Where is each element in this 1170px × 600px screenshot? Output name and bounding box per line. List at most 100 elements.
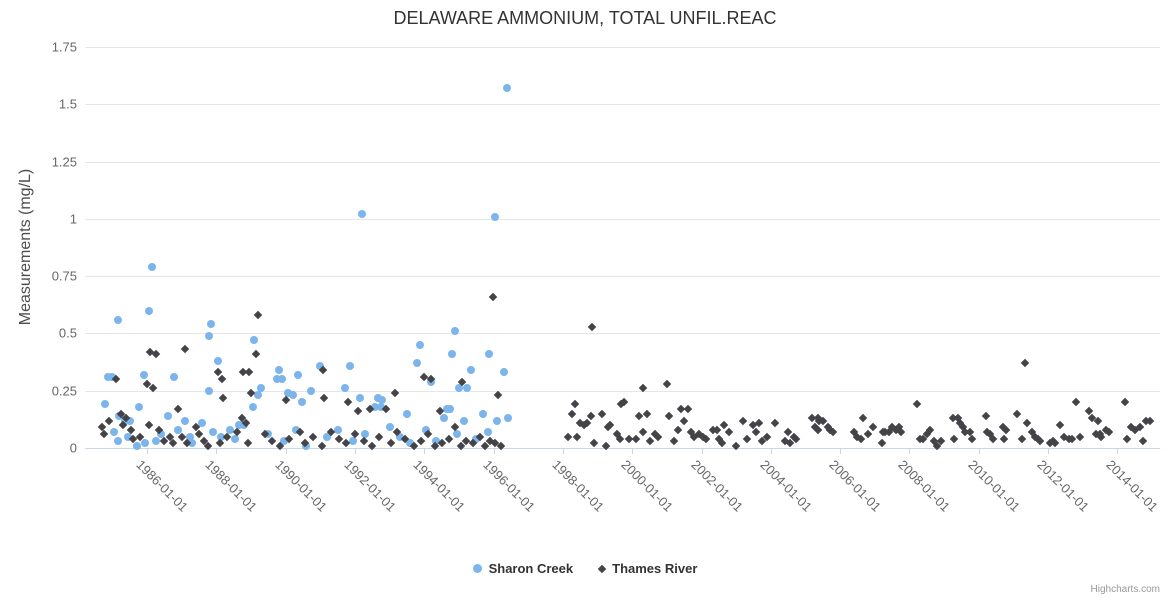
data-point-sharon-creek[interactable] <box>440 414 449 423</box>
data-point-thames-river[interactable] <box>243 439 252 448</box>
data-point-sharon-creek[interactable] <box>460 416 469 425</box>
data-point-thames-river[interactable] <box>423 430 432 439</box>
data-point-sharon-creek[interactable] <box>454 384 463 393</box>
data-point-sharon-creek[interactable] <box>216 432 225 441</box>
data-point-sharon-creek[interactable] <box>231 434 240 443</box>
data-point-sharon-creek[interactable] <box>181 416 190 425</box>
legend-item-thames-river[interactable]: Thames River <box>597 561 697 576</box>
data-point-sharon-creek[interactable] <box>467 366 476 375</box>
data-point-sharon-creek[interactable] <box>346 361 355 370</box>
data-point-sharon-creek[interactable] <box>412 359 421 368</box>
data-point-sharon-creek[interactable] <box>284 389 293 397</box>
data-point-thames-river[interactable] <box>251 349 261 359</box>
data-point-sharon-creek[interactable] <box>503 84 512 93</box>
data-point-thames-river[interactable] <box>343 397 353 407</box>
data-point-sharon-creek[interactable] <box>113 315 122 324</box>
data-point-sharon-creek[interactable] <box>340 384 349 393</box>
data-point-thames-river[interactable] <box>570 400 580 409</box>
data-point-thames-river[interactable] <box>717 439 726 448</box>
data-point-thames-river[interactable] <box>615 434 625 444</box>
data-point-sharon-creek[interactable] <box>294 370 303 379</box>
data-point-sharon-creek[interactable] <box>113 437 122 446</box>
data-point-sharon-creek[interactable] <box>416 340 425 349</box>
data-point-thames-river[interactable] <box>863 430 873 439</box>
data-point-thames-river[interactable] <box>217 375 227 384</box>
data-point-thames-river[interactable] <box>669 436 679 446</box>
data-point-thames-river[interactable] <box>1035 436 1044 446</box>
data-point-sharon-creek[interactable] <box>432 437 441 446</box>
data-point-thames-river[interactable] <box>719 420 728 430</box>
data-point-thames-river[interactable] <box>1122 434 1131 444</box>
data-point-sharon-creek[interactable] <box>485 350 494 359</box>
data-point-thames-river[interactable] <box>1138 436 1148 446</box>
data-point-sharon-creek[interactable] <box>385 423 394 432</box>
data-point-thames-river[interactable] <box>912 400 922 409</box>
data-point-sharon-creek[interactable] <box>205 331 214 340</box>
data-point-sharon-creek[interactable] <box>377 395 386 404</box>
data-point-sharon-creek[interactable] <box>145 306 154 315</box>
data-point-thames-river[interactable] <box>751 427 761 437</box>
data-point-sharon-creek[interactable] <box>214 356 223 365</box>
data-point-sharon-creek[interactable] <box>235 421 244 430</box>
data-point-thames-river[interactable] <box>674 425 683 434</box>
data-point-thames-river[interactable] <box>738 416 748 425</box>
data-point-sharon-creek[interactable] <box>446 405 455 414</box>
data-point-sharon-creek[interactable] <box>248 402 257 411</box>
data-point-sharon-creek[interactable] <box>349 437 358 446</box>
data-point-sharon-creek[interactable] <box>141 439 150 448</box>
data-point-thames-river[interactable] <box>354 407 363 416</box>
data-point-sharon-creek[interactable] <box>292 425 301 434</box>
data-point-sharon-creek[interactable] <box>451 327 460 336</box>
data-point-thames-river[interactable] <box>645 436 654 446</box>
data-point-sharon-creek[interactable] <box>152 437 161 446</box>
data-point-sharon-creek[interactable] <box>453 430 462 439</box>
data-point-thames-river[interactable] <box>664 411 674 421</box>
data-point-thames-river[interactable] <box>702 434 711 444</box>
data-point-thames-river[interactable] <box>1017 434 1027 444</box>
data-point-thames-river[interactable] <box>111 375 121 384</box>
data-point-sharon-creek[interactable] <box>174 425 183 434</box>
data-point-sharon-creek[interactable] <box>205 386 214 395</box>
data-point-sharon-creek[interactable] <box>297 398 306 407</box>
data-point-thames-river[interactable] <box>1105 427 1114 437</box>
data-point-thames-river[interactable] <box>572 432 581 441</box>
data-point-thames-river[interactable] <box>359 436 368 446</box>
data-point-thames-river[interactable] <box>381 404 391 414</box>
data-point-sharon-creek[interactable] <box>103 372 112 381</box>
data-point-thames-river[interactable] <box>244 368 254 377</box>
data-point-sharon-creek[interactable] <box>207 320 216 329</box>
data-point-thames-river[interactable] <box>1094 416 1103 425</box>
data-point-thames-river[interactable] <box>643 409 652 418</box>
data-point-thames-river[interactable] <box>856 434 866 444</box>
data-point-thames-river[interactable] <box>180 345 190 354</box>
data-point-sharon-creek[interactable] <box>376 402 385 411</box>
data-point-thames-river[interactable] <box>309 432 318 441</box>
data-point-thames-river[interactable] <box>104 416 114 425</box>
data-point-thames-river[interactable] <box>814 425 823 434</box>
data-point-thames-river[interactable] <box>493 391 502 400</box>
data-point-thames-river[interactable] <box>387 439 396 448</box>
data-point-sharon-creek[interactable] <box>361 430 370 439</box>
data-point-thames-river[interactable] <box>1071 397 1081 407</box>
data-point-sharon-creek[interactable] <box>277 375 286 384</box>
data-point-thames-river[interactable] <box>679 416 689 425</box>
data-point-sharon-creek[interactable] <box>499 368 508 377</box>
data-point-thames-river[interactable] <box>763 432 772 441</box>
data-point-thames-river[interactable] <box>999 434 1008 444</box>
data-point-thames-river[interactable] <box>173 404 183 414</box>
data-point-thames-river[interactable] <box>868 423 877 432</box>
data-point-thames-river[interactable] <box>683 404 692 414</box>
data-point-thames-river[interactable] <box>771 418 780 428</box>
data-point-thames-river[interactable] <box>828 427 838 437</box>
data-point-thames-river[interactable] <box>563 432 572 441</box>
data-point-sharon-creek[interactable] <box>163 411 172 420</box>
data-point-thames-river[interactable] <box>567 409 577 418</box>
data-point-sharon-creek[interactable] <box>139 370 148 379</box>
data-point-sharon-creek[interactable] <box>484 427 493 436</box>
data-point-sharon-creek[interactable] <box>257 384 266 393</box>
data-point-thames-river[interactable] <box>1023 418 1032 428</box>
data-point-thames-river[interactable] <box>662 379 672 389</box>
data-point-sharon-creek[interactable] <box>288 391 297 400</box>
data-point-sharon-creek[interactable] <box>463 384 472 393</box>
data-point-thames-river[interactable] <box>589 439 599 448</box>
